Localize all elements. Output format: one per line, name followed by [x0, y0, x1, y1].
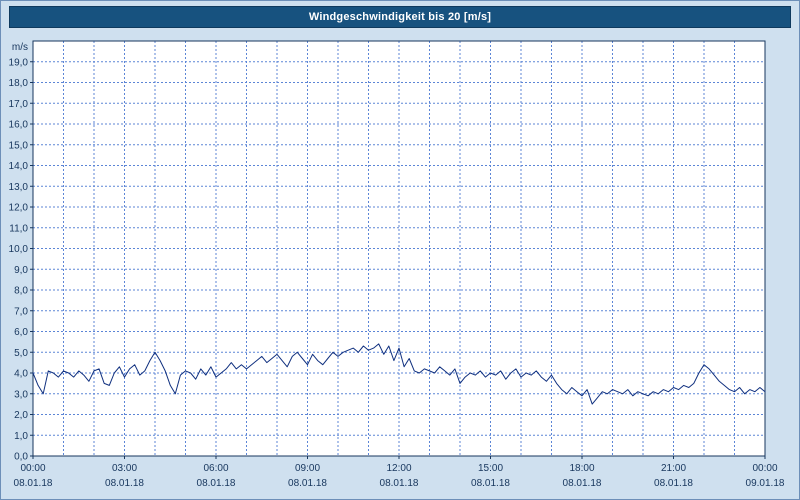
svg-text:08.01.18: 08.01.18 [105, 478, 144, 489]
svg-text:08.01.18: 08.01.18 [471, 478, 510, 489]
svg-text:0,0: 0,0 [14, 452, 28, 463]
svg-text:08.01.18: 08.01.18 [14, 478, 53, 489]
svg-text:6,0: 6,0 [14, 327, 28, 338]
svg-text:03:00: 03:00 [112, 463, 137, 474]
svg-text:08.01.18: 08.01.18 [380, 478, 419, 489]
svg-text:18,0: 18,0 [9, 78, 29, 89]
svg-text:21:00: 21:00 [661, 463, 686, 474]
svg-text:1,0: 1,0 [14, 431, 28, 442]
svg-text:10,0: 10,0 [9, 244, 29, 255]
svg-text:14,0: 14,0 [9, 161, 29, 172]
chart-title-bar: Windgeschwindigkeit bis 20 [m/s] [9, 6, 791, 28]
svg-text:9,0: 9,0 [14, 265, 28, 276]
svg-text:5,0: 5,0 [14, 348, 28, 359]
svg-text:12:00: 12:00 [386, 463, 411, 474]
svg-text:7,0: 7,0 [14, 306, 28, 317]
svg-text:08.01.18: 08.01.18 [288, 478, 327, 489]
svg-text:09:00: 09:00 [295, 463, 320, 474]
svg-text:08.01.18: 08.01.18 [654, 478, 693, 489]
svg-text:17,0: 17,0 [9, 99, 29, 110]
svg-text:15,0: 15,0 [9, 140, 29, 151]
svg-text:00:00: 00:00 [20, 463, 45, 474]
svg-text:00:00: 00:00 [752, 463, 777, 474]
svg-text:3,0: 3,0 [14, 389, 28, 400]
svg-text:15:00: 15:00 [478, 463, 503, 474]
svg-text:08.01.18: 08.01.18 [563, 478, 602, 489]
svg-text:09.01.18: 09.01.18 [746, 478, 785, 489]
svg-text:16,0: 16,0 [9, 120, 29, 131]
svg-text:8,0: 8,0 [14, 286, 28, 297]
svg-text:2,0: 2,0 [14, 410, 28, 421]
svg-text:06:00: 06:00 [203, 463, 228, 474]
svg-text:12,0: 12,0 [9, 203, 29, 214]
svg-text:19,0: 19,0 [9, 57, 29, 68]
y-axis-unit-label: m/s [12, 42, 28, 53]
wind-speed-series-line [32, 343, 766, 405]
chart-title: Windgeschwindigkeit bis 20 [m/s] [308, 11, 492, 23]
svg-text:11,0: 11,0 [9, 223, 28, 234]
svg-text:4,0: 4,0 [14, 369, 28, 380]
svg-text:08.01.18: 08.01.18 [197, 478, 236, 489]
svg-text:18:00: 18:00 [569, 463, 594, 474]
svg-text:13,0: 13,0 [9, 182, 29, 193]
